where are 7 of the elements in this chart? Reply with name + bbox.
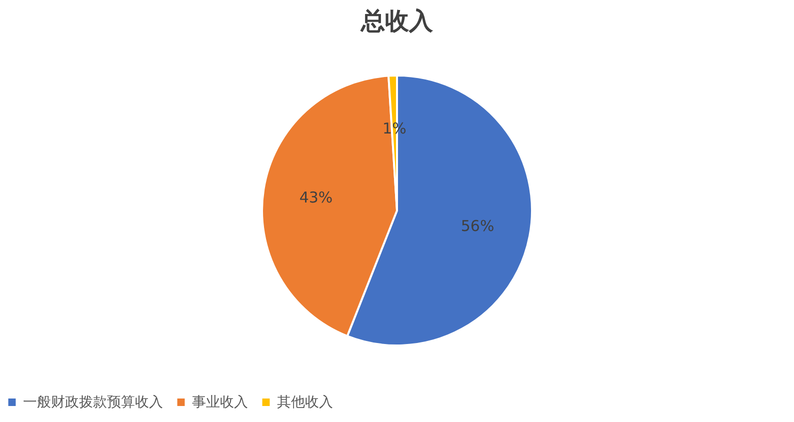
data-label: 1% xyxy=(382,120,406,138)
chart-title: 总收入 xyxy=(360,6,434,35)
legend-label: 事业收入 xyxy=(192,394,248,410)
data-label: 56% xyxy=(460,216,494,235)
legend-label: 一般财政拨款预算收入 xyxy=(23,394,163,410)
data-label: 43% xyxy=(299,188,333,207)
legend-label: 其他收入 xyxy=(277,394,333,410)
